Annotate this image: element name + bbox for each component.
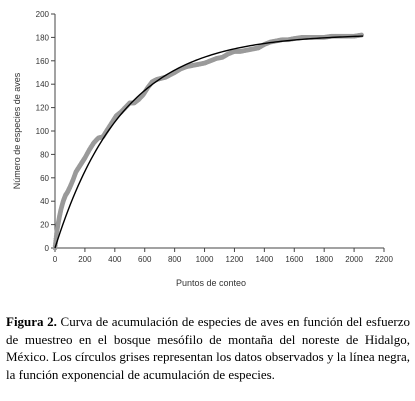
y-tick-label: 80 [40, 150, 49, 159]
y-tick-label: 40 [40, 197, 49, 206]
y-tick-label: 140 [36, 80, 50, 89]
x-tick-label: 1600 [285, 255, 303, 264]
species-accumulation-chart: 0 20 40 60 80 100 120 140 160 180 200 0 200 400 600 80… [12, 10, 393, 288]
figure-caption: Figura 2. Curva de acumulación de especi… [6, 313, 410, 383]
x-tick-label: 2200 [375, 255, 393, 264]
observed-data-series [52, 32, 364, 251]
y-tick-label: 180 [36, 33, 50, 42]
x-tick-label: 1200 [226, 255, 244, 264]
x-tick-label: 0 [53, 255, 58, 264]
x-tick-label: 400 [108, 255, 122, 264]
caption-label: Figura 2. [6, 314, 57, 329]
y-tick-label: 100 [36, 127, 50, 136]
y-tick-label: 20 [40, 221, 49, 230]
x-tick-label: 1800 [315, 255, 333, 264]
y-tick-label: 60 [40, 174, 49, 183]
exponential-fit-curve [54, 35, 364, 249]
x-tick-label: 1000 [196, 255, 214, 264]
x-tick-label: 2000 [345, 255, 363, 264]
x-tick-label: 600 [138, 255, 152, 264]
y-axis-title: Número de especies de aves [12, 72, 22, 189]
y-tick-label: 120 [36, 104, 50, 113]
x-tick-label: 1400 [255, 255, 273, 264]
x-axis-ticks: 0 200 400 600 800 1000 1200 1400 1600 1800 2000 220… [53, 248, 393, 264]
x-tick-label: 200 [78, 255, 92, 264]
x-tick-label: 800 [168, 255, 182, 264]
y-tick-label: 160 [36, 57, 50, 66]
caption-text: Curva de acumulación de especies de aves… [6, 314, 410, 382]
y-tick-label: 200 [36, 10, 50, 19]
y-tick-label: 0 [45, 244, 50, 253]
x-axis-title: Puntos de conteo [176, 278, 246, 288]
y-axis-ticks: 0 20 40 60 80 100 120 140 160 180 200 [36, 10, 55, 253]
